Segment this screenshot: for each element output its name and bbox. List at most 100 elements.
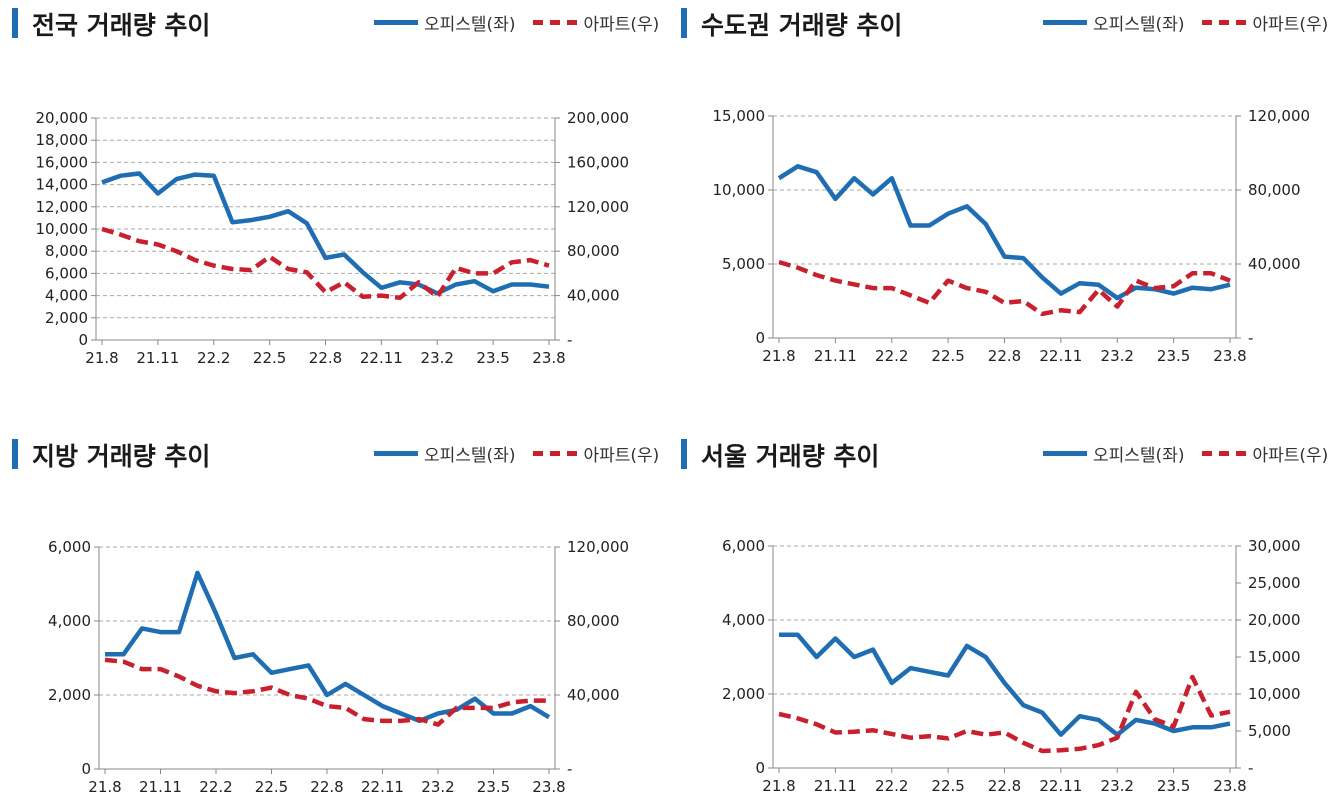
x-tick-label: 22.8 <box>309 349 342 367</box>
x-tick-label: 23.5 <box>1157 777 1190 795</box>
x-tick-label: 22.5 <box>931 777 964 795</box>
x-tick-label: 22.2 <box>875 777 908 795</box>
chart-plot: 0 5,000 10,000 15,000 - 40,000 80,000 120,000 21… <box>713 107 1311 365</box>
legend-swatch-dashed <box>1202 451 1247 456</box>
chart-title: 서울 거래량 추이 <box>701 442 880 471</box>
chart-title: 수도권 거래량 추이 <box>701 11 903 40</box>
legend-office: 오피스텔(좌) <box>1043 10 1184 35</box>
chart-plot: 0 2,000 4,000 6,000 - 40,000 80,000 120,000 21.8… <box>48 538 629 796</box>
series-line-officetel <box>101 171 550 296</box>
x-tick-label: 21.11 <box>814 347 857 365</box>
y-right-tick-label: 25,000 <box>1248 574 1301 592</box>
x-tick-label: 21.8 <box>85 349 118 367</box>
legend-apt-label: 아파트(우) <box>1252 15 1329 35</box>
chart-legend: 오피스텔(좌) 아파트(우) <box>1025 10 1328 35</box>
y-right-tick-label: - <box>1248 759 1253 777</box>
x-tick-label: 22.5 <box>931 347 964 365</box>
y-left-tick-label: 4,000 <box>45 287 88 305</box>
x-tick-label: 21.11 <box>139 778 182 796</box>
y-right-tick-label: 120,000 <box>567 198 629 216</box>
title-bar <box>12 439 18 469</box>
y-right-tick-label: 200,000 <box>567 109 629 127</box>
y-left-tick-label: 2,000 <box>45 309 88 327</box>
x-tick-label: 23.8 <box>532 349 565 367</box>
x-tick-label: 21.11 <box>814 777 857 795</box>
y-left-tick-label: 2,000 <box>48 686 91 704</box>
legend-apt: 아파트(우) <box>1202 441 1328 466</box>
legend-apt-label: 아파트(우) <box>1252 446 1329 466</box>
y-right-tick-label: 10,000 <box>1248 685 1301 703</box>
legend-apt: 아파트(우) <box>533 10 659 35</box>
y-right-tick-label: 40,000 <box>567 686 620 704</box>
legend-swatch-solid <box>1043 20 1087 25</box>
y-left-tick-label: 0 <box>78 331 88 349</box>
x-tick-label: 22.11 <box>1039 777 1082 795</box>
y-left-tick-label: 6,000 <box>48 538 91 556</box>
y-right-tick-label: 15,000 <box>1248 648 1301 666</box>
legend-apt-label: 아파트(우) <box>583 15 660 35</box>
y-right-tick-label: - <box>567 760 572 778</box>
x-tick-label: 22.11 <box>1039 347 1082 365</box>
chart-legend: 오피스텔(좌) 아파트(우) <box>1025 441 1328 466</box>
y-right-tick-label: - <box>567 331 572 349</box>
legend-office-label: 오피스텔(좌) <box>1093 446 1185 466</box>
title-bar <box>12 8 18 38</box>
x-tick-label: 22.2 <box>199 778 232 796</box>
x-tick-label: 23.2 <box>421 349 454 367</box>
y-right-tick-label: - <box>1248 329 1253 347</box>
chart-panel-region: 지방 거래량 추이 오피스텔(좌) 아파트(우) 0 2,000 4,000 6,00… <box>0 403 669 805</box>
chart-title: 지방 거래량 추이 <box>32 442 211 471</box>
series-line-officetel <box>777 164 1231 301</box>
x-tick-label: 22.2 <box>197 349 230 367</box>
y-left-tick-label: 15,000 <box>713 107 766 125</box>
y-right-tick-label: 80,000 <box>1248 181 1301 199</box>
x-tick-label: 23.2 <box>1101 777 1134 795</box>
y-left-tick-label: 0 <box>81 760 91 778</box>
x-tick-label: 23.5 <box>1157 347 1190 365</box>
chart-legend: 오피스텔(좌) 아파트(우) <box>356 10 659 35</box>
y-right-tick-label: 20,000 <box>1248 611 1301 629</box>
series-line-officetel <box>105 570 551 724</box>
y-left-tick-label: 8,000 <box>45 242 88 260</box>
chart-title: 전국 거래량 추이 <box>32 11 211 40</box>
y-right-tick-label: 5,000 <box>1248 722 1291 740</box>
legend-office: 오피스텔(좌) <box>374 10 515 35</box>
x-tick-label: 22.8 <box>988 777 1021 795</box>
legend-swatch-solid <box>374 451 418 456</box>
x-tick-label: 21.8 <box>88 778 121 796</box>
x-tick-label: 21.8 <box>762 347 795 365</box>
legend-office-label: 오피스텔(좌) <box>424 446 516 466</box>
chart-panel-seoul: 서울 거래량 추이 오피스텔(좌) 아파트(우) 0 2,000 4,000 6,00… <box>669 403 1338 805</box>
y-left-tick-label: 5,000 <box>722 255 765 273</box>
legend-swatch-dashed <box>1202 20 1247 25</box>
y-right-tick-label: 80,000 <box>567 612 620 630</box>
legend-apt: 아파트(우) <box>1202 10 1328 35</box>
chart-panel-capital: 수도권 거래량 추이 오피스텔(좌) 아파트(우) 0 5,000 10,000 15… <box>669 0 1338 402</box>
y-left-tick-label: 0 <box>755 329 765 347</box>
x-tick-label: 23.8 <box>1213 777 1246 795</box>
series-line-apartment <box>778 674 1231 754</box>
legend-swatch-dashed <box>533 20 578 25</box>
y-left-tick-label: 4,000 <box>48 612 91 630</box>
series-line-officetel <box>779 632 1231 737</box>
y-left-tick-label: 2,000 <box>722 685 765 703</box>
x-tick-label: 23.2 <box>421 778 454 796</box>
series-line-apartment <box>101 226 550 301</box>
y-left-tick-label: 14,000 <box>36 176 89 194</box>
x-tick-label: 22.11 <box>361 778 404 796</box>
legend-swatch-solid <box>1043 451 1087 456</box>
y-left-tick-label: 12,000 <box>36 198 89 216</box>
x-tick-label: 21.11 <box>136 349 179 367</box>
y-left-tick-label: 18,000 <box>36 131 89 149</box>
x-tick-label: 23.2 <box>1101 347 1134 365</box>
y-right-tick-label: 30,000 <box>1248 537 1301 555</box>
x-tick-label: 23.5 <box>477 778 510 796</box>
y-left-tick-label: 20,000 <box>36 109 89 127</box>
series-line-apartment <box>104 657 549 727</box>
y-right-tick-label: 120,000 <box>1248 107 1310 125</box>
x-tick-label: 22.8 <box>988 347 1021 365</box>
y-right-tick-label: 40,000 <box>567 287 620 305</box>
legend-swatch-dashed <box>533 451 578 456</box>
y-right-tick-label: 40,000 <box>1248 255 1301 273</box>
legend-apt: 아파트(우) <box>533 441 659 466</box>
